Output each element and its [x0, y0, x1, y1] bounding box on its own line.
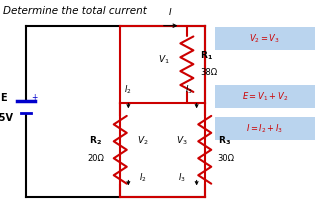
Text: 20Ω: 20Ω — [87, 154, 104, 163]
Text: E: E — [0, 94, 6, 103]
FancyBboxPatch shape — [214, 85, 315, 108]
Text: $V_1$: $V_1$ — [158, 54, 170, 66]
Text: $V_3$: $V_3$ — [176, 135, 188, 147]
Text: 38Ω: 38Ω — [200, 68, 217, 77]
FancyBboxPatch shape — [214, 27, 315, 50]
Text: $V_2$: $V_2$ — [137, 135, 149, 147]
Text: $I_3$: $I_3$ — [185, 84, 193, 96]
Text: $I_3$: $I_3$ — [178, 171, 186, 184]
Text: $V_2 = V_3$: $V_2 = V_3$ — [249, 32, 280, 45]
Text: $\mathbf{R_3}$: $\mathbf{R_3}$ — [218, 135, 231, 147]
Text: 30Ω: 30Ω — [218, 154, 235, 163]
Text: $\mathbf{R_2}$: $\mathbf{R_2}$ — [89, 135, 102, 147]
Text: $I$: $I$ — [168, 6, 173, 17]
FancyBboxPatch shape — [214, 117, 315, 140]
Text: $\mathbf{R_1}$: $\mathbf{R_1}$ — [200, 49, 213, 62]
Text: $I_2$: $I_2$ — [139, 171, 147, 184]
Text: Determine the total current: Determine the total current — [3, 6, 147, 16]
Text: $I = I_2 + I_3$: $I = I_2 + I_3$ — [246, 122, 283, 135]
Text: 25V: 25V — [0, 113, 14, 123]
Text: $I_2$: $I_2$ — [124, 84, 131, 96]
Text: +: + — [31, 93, 37, 102]
Text: $E = V_1 + V_2$: $E = V_1 + V_2$ — [242, 90, 288, 103]
